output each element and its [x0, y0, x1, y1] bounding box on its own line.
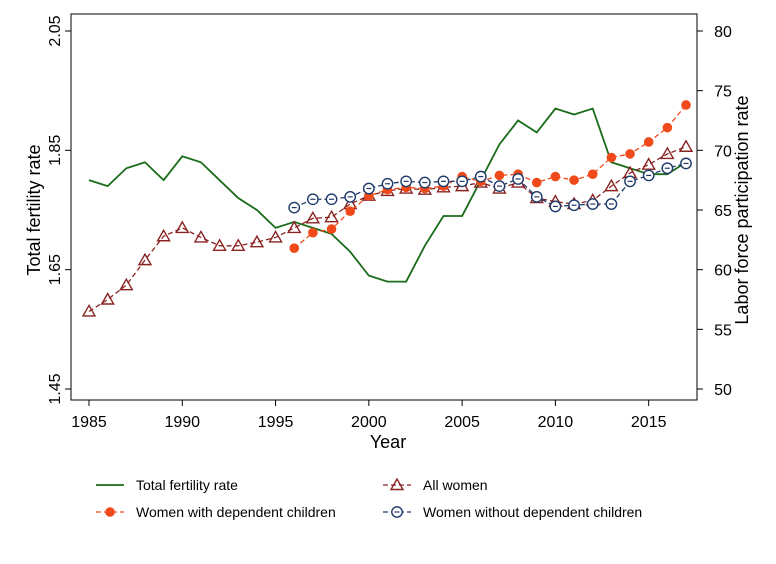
data-point [289, 243, 300, 253]
data-point [212, 238, 227, 252]
y-left-tick-label: 1.45 [47, 373, 64, 404]
data-point [643, 137, 654, 147]
y-right-tick-label: 55 [714, 322, 732, 339]
data-point [193, 230, 209, 243]
series-line [88, 146, 687, 312]
legend-swatch-marker [389, 477, 405, 491]
y-right-tick-label: 60 [714, 263, 732, 280]
x-axis-title: Year [370, 432, 406, 452]
y-right-tick-label: 65 [714, 203, 732, 220]
axes: 1985 1990 1995 2000 2005 2010 2015 Year 1.45 1.65… [24, 15, 752, 452]
data-point [550, 171, 561, 182]
x-tick-label: 2005 [444, 414, 480, 431]
data-point [100, 292, 115, 305]
data-point [308, 227, 318, 238]
x-tick-label: 1990 [164, 414, 200, 431]
data-point [625, 149, 635, 159]
data-point [231, 238, 246, 252]
x-tick-label: 1995 [258, 414, 294, 431]
series-layer [81, 100, 694, 317]
series-line [293, 104, 687, 249]
data-point [119, 277, 134, 291]
y-left-tick-label: 1.85 [47, 135, 64, 166]
legend-label: Women without dependent children [423, 504, 642, 520]
x-tick-label: 2010 [538, 414, 574, 431]
data-point [249, 234, 265, 248]
legend: Total fertility rate All women Women with … [96, 477, 642, 520]
data-point [287, 220, 302, 234]
data-point [345, 206, 355, 216]
y-left-tick-label: 1.65 [47, 254, 64, 285]
data-point [268, 230, 283, 243]
data-point [569, 175, 579, 185]
plot-area-frame [70, 13, 698, 401]
data-point [662, 122, 673, 133]
data-point [531, 177, 542, 188]
y-right-axis-title: Labor force participation rate [732, 95, 752, 324]
data-point [641, 157, 656, 170]
data-point [604, 178, 619, 192]
y-left-axis-title: Total fertility rate [24, 144, 44, 275]
legend-label: Women with dependent children [136, 504, 336, 520]
legend-item: All women [383, 477, 488, 493]
series-line [88, 107, 687, 283]
legend-label: Total fertility rate [136, 477, 238, 493]
data-point [81, 304, 97, 317]
legend-item: Women without dependent children [383, 504, 642, 520]
data-point [326, 224, 337, 234]
y-right-tick-label: 75 [714, 84, 732, 101]
data-point [156, 228, 171, 242]
y-left-tick-label: 2.05 [47, 15, 64, 46]
series-women-without-dependent-children [288, 157, 692, 214]
data-point [324, 209, 339, 223]
y-right-tick-label: 50 [714, 382, 732, 399]
x-tick-label: 1985 [71, 414, 107, 431]
data-point [587, 169, 598, 179]
legend-item: Total fertility rate [96, 477, 238, 493]
y-right-tick-label: 70 [714, 143, 732, 160]
series-total-fertility-rate [88, 107, 687, 283]
series-line [293, 162, 687, 209]
y-right-tick-label: 80 [714, 24, 732, 41]
data-point [681, 100, 691, 110]
x-tick-label: 2015 [631, 414, 667, 431]
data-point [305, 210, 321, 224]
data-point [175, 220, 190, 234]
data-point [606, 152, 617, 163]
legend-item: Women with dependent children [96, 504, 336, 520]
x-tick-label: 2000 [351, 414, 387, 431]
legend-label: All women [423, 477, 488, 493]
data-point [137, 252, 153, 266]
data-point [678, 139, 694, 152]
legend-swatch-marker [105, 507, 115, 517]
data-point [494, 170, 505, 181]
data-point [660, 146, 675, 160]
